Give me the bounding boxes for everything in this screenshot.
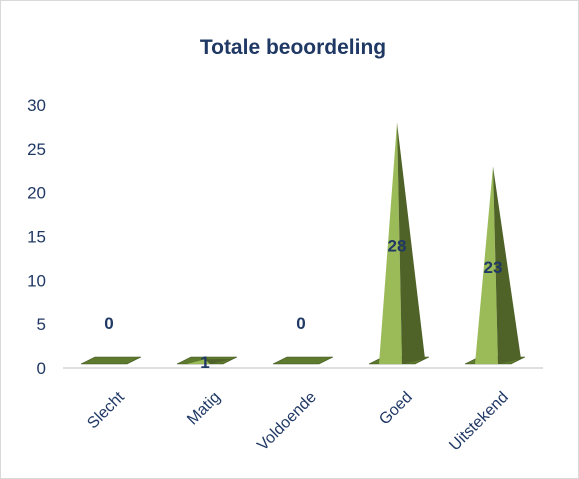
category-label: Slecht <box>84 388 128 432</box>
bar-matig: 1 <box>176 353 238 372</box>
y-tick-label: 0 <box>37 359 46 378</box>
category-label: Matig <box>184 389 224 429</box>
category-label: Uitstekend <box>446 389 511 454</box>
data-label: 28 <box>388 236 407 255</box>
data-label: 1 <box>200 353 209 372</box>
category-label: Goed <box>376 389 416 429</box>
bar-base <box>272 356 334 365</box>
y-tick-label: 20 <box>27 184 46 203</box>
category-label: Voldoende <box>254 389 320 455</box>
bar-goed: 28 <box>368 122 430 365</box>
bar-face-light <box>379 122 402 365</box>
y-tick-label: 25 <box>27 140 46 159</box>
y-tick-label: 30 <box>27 96 46 115</box>
y-tick-label: 10 <box>27 271 46 290</box>
bar-face-dark <box>493 166 521 364</box>
chart-title: Totale beoordeling <box>200 36 386 59</box>
y-axis-ticks: 0 5 10 15 20 25 30 <box>27 96 46 378</box>
y-tick-label: 5 <box>37 315 46 334</box>
x-axis-categories: Slecht Matig Voldoende Goed Uitstekend <box>84 388 511 454</box>
y-tick-label: 15 <box>27 228 46 247</box>
bar-face-dark <box>205 359 233 364</box>
bar-voldoende: 0 <box>272 314 334 365</box>
data-label: 0 <box>104 314 113 333</box>
data-label: 23 <box>484 258 503 277</box>
bar-slecht: 0 <box>80 314 142 365</box>
bar-face-light <box>187 359 210 364</box>
bar-base <box>80 356 142 365</box>
bar-face-light <box>475 166 498 364</box>
bar-uitstekend: 23 <box>464 166 526 365</box>
bar-face-dark <box>397 122 425 365</box>
bar-series: 0 1 0 28 23 <box>80 122 526 372</box>
data-label: 0 <box>296 314 305 333</box>
